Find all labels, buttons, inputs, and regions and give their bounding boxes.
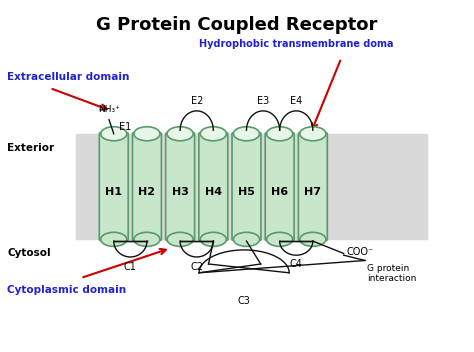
FancyBboxPatch shape [99,133,128,240]
Text: H7: H7 [304,187,321,197]
Ellipse shape [300,232,326,246]
Ellipse shape [100,127,127,141]
Ellipse shape [266,232,292,246]
Bar [76,134,427,239]
Ellipse shape [134,127,160,141]
Text: H2: H2 [138,187,155,197]
Ellipse shape [167,127,193,141]
FancyBboxPatch shape [232,133,261,240]
Text: C1: C1 [124,262,137,272]
FancyBboxPatch shape [132,133,161,240]
Text: G protein
interaction: G protein interaction [367,264,417,283]
Ellipse shape [200,232,227,246]
Text: NH₃⁺: NH₃⁺ [98,105,120,114]
Text: Cytoplasmic domain: Cytoplasmic domain [7,285,126,295]
Text: E4: E4 [290,96,302,106]
Ellipse shape [266,127,292,141]
FancyBboxPatch shape [299,133,327,240]
Ellipse shape [200,127,227,141]
FancyBboxPatch shape [199,133,228,240]
Ellipse shape [233,127,260,141]
Text: COO⁻: COO⁻ [346,247,373,257]
Text: E2: E2 [191,96,203,106]
Text: H5: H5 [238,187,255,197]
Ellipse shape [233,232,260,246]
Text: E1: E1 [118,122,131,132]
Text: C2: C2 [190,262,203,272]
Ellipse shape [134,232,160,246]
Text: H1: H1 [105,187,122,197]
Text: C3: C3 [237,296,251,306]
Text: Cytosol: Cytosol [7,249,51,258]
Ellipse shape [167,232,193,246]
Text: Exterior: Exterior [7,143,54,153]
Text: H3: H3 [172,187,189,197]
Ellipse shape [100,232,127,246]
Text: H4: H4 [205,187,222,197]
Ellipse shape [300,127,326,141]
Text: Hydrophobic transmembrane doma: Hydrophobic transmembrane doma [199,39,393,49]
Text: G Protein Coupled Receptor: G Protein Coupled Receptor [96,16,378,34]
Text: Extracellular domain: Extracellular domain [7,73,129,82]
Text: H6: H6 [271,187,288,197]
Text: C4: C4 [290,259,303,269]
FancyBboxPatch shape [165,133,194,240]
FancyBboxPatch shape [265,133,294,240]
Text: E3: E3 [257,96,269,106]
